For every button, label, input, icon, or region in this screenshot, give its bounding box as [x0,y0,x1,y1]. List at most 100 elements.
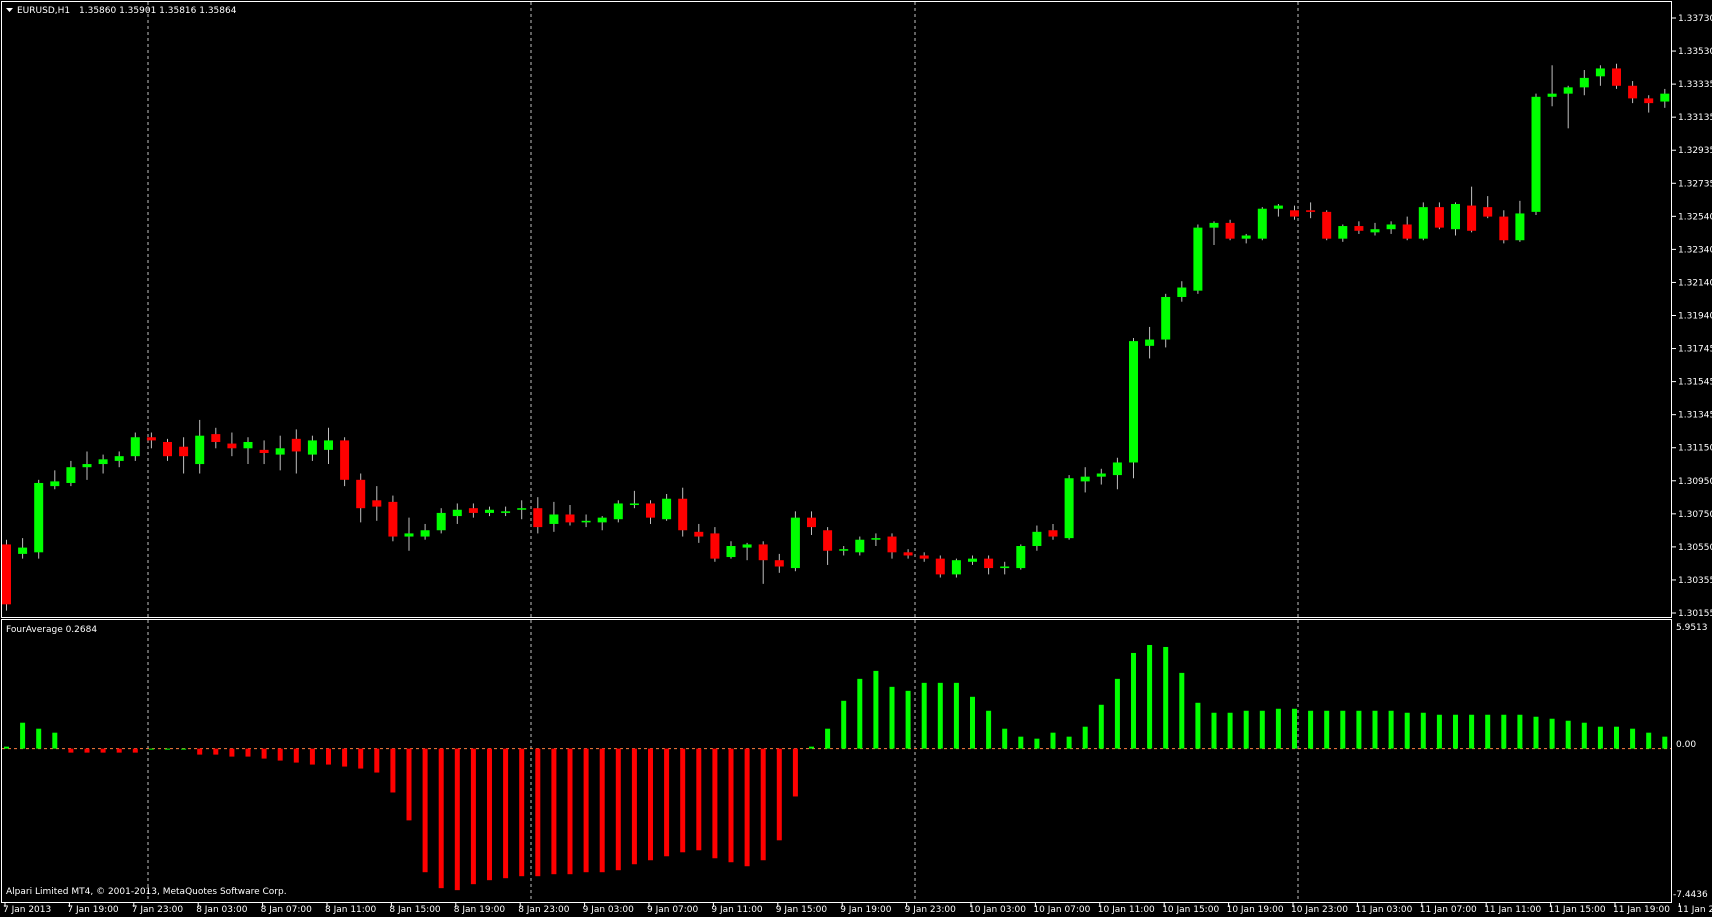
candle-body[interactable] [1177,287,1187,297]
histogram-bar[interactable] [1098,704,1104,749]
candle-body[interactable] [871,538,881,540]
candle-body[interactable] [1612,68,1621,86]
histogram-bar[interactable] [1211,712,1217,749]
histogram-bar[interactable] [1646,732,1652,749]
histogram-bar[interactable] [229,748,235,757]
histogram-bar[interactable] [165,748,170,750]
candle-body[interactable] [356,479,366,509]
histogram-bar[interactable] [1114,678,1120,749]
candle-body[interactable] [726,546,736,558]
histogram-bar[interactable] [326,748,331,765]
candle-body[interactable] [130,437,140,457]
histogram-bar[interactable] [825,728,831,749]
histogram-bar[interactable] [728,748,734,863]
histogram-bar[interactable] [358,748,364,769]
histogram-bar[interactable] [487,748,492,881]
candle-body[interactable] [1032,531,1042,547]
histogram-bar[interactable] [1066,736,1072,749]
histogram-bar[interactable] [1614,726,1619,749]
histogram-bar[interactable] [277,748,283,761]
histogram-bar[interactable] [1533,716,1539,749]
candle-body[interactable] [903,552,913,556]
candle-body[interactable] [227,443,237,449]
histogram-bar[interactable] [406,748,412,821]
candle-body[interactable] [549,514,559,524]
candle-body[interactable] [291,438,301,452]
histogram-bar[interactable] [664,748,670,857]
candle-body[interactable] [1531,96,1541,212]
candle-body[interactable] [1080,476,1090,482]
histogram-bar[interactable] [1404,712,1410,749]
histogram-bar[interactable] [1597,726,1603,749]
candle-body[interactable] [243,441,253,449]
histogram-bar[interactable] [1082,726,1088,749]
histogram-bar[interactable] [1436,714,1442,749]
histogram-bar[interactable] [857,678,863,749]
candle-body[interactable] [1579,77,1589,88]
histogram-bar[interactable] [116,748,122,753]
candle-body[interactable] [1595,68,1605,77]
candle-body[interactable] [629,503,639,506]
histogram-bar[interactable] [1469,714,1475,749]
candle-body[interactable] [259,449,269,454]
histogram-bar[interactable] [422,748,428,873]
candle-body[interactable] [823,530,833,551]
histogram-bar[interactable] [245,748,251,757]
candle-body[interactable] [1644,98,1654,104]
candle-body[interactable] [195,435,205,465]
candle-body[interactable] [114,456,124,461]
candle-body[interactable] [517,508,527,510]
histogram-bar[interactable] [631,748,637,865]
histogram-bar[interactable] [1501,714,1507,749]
candle-body[interactable] [1563,87,1573,94]
histogram-bar[interactable] [1549,718,1555,749]
candle-body[interactable] [855,539,865,553]
candle-body[interactable] [18,547,28,554]
candle-body[interactable] [984,558,994,569]
candle-body[interactable] [34,482,44,553]
histogram-bar[interactable] [1630,728,1636,749]
histogram-bar[interactable] [1517,714,1523,749]
candle-body[interactable] [1096,473,1106,477]
candle-body[interactable] [919,555,929,559]
histogram-bar[interactable] [84,748,90,753]
histogram-bar[interactable] [680,748,686,853]
histogram-bar[interactable] [535,748,541,877]
histogram-bar[interactable] [776,748,782,841]
candle-body[interactable] [1547,93,1557,97]
histogram-bar[interactable] [132,748,138,753]
histogram-bar[interactable] [953,682,959,749]
histogram-bar[interactable] [841,700,847,749]
candle-body[interactable] [1483,207,1493,217]
candle-body[interactable] [98,459,108,465]
candle-body[interactable] [1273,205,1283,209]
histogram-bar[interactable] [567,748,573,875]
candle-body[interactable] [774,560,784,567]
candle-body[interactable] [694,531,704,537]
histogram-bar[interactable] [1485,714,1491,749]
candle-body[interactable] [1451,203,1460,230]
histogram-bar[interactable] [374,748,380,773]
candle-body[interactable] [1257,208,1267,239]
candle-body[interactable] [1499,216,1509,241]
histogram-bar[interactable] [760,748,766,861]
histogram-bar[interactable] [583,748,589,873]
candle-body[interactable] [1145,339,1155,346]
histogram-bar[interactable] [1356,710,1362,749]
histogram-bar[interactable] [1453,714,1458,749]
histogram-bar[interactable] [454,748,460,891]
candle-body[interactable] [887,536,897,553]
candle-body[interactable] [82,464,92,468]
histogram-bar[interactable] [519,748,525,877]
candle-body[interactable] [742,544,752,548]
candle-body[interactable] [807,517,816,528]
candle-body[interactable] [66,467,76,483]
histogram-bar[interactable] [1131,652,1136,749]
histogram-bar[interactable] [986,710,992,749]
histogram-bar[interactable] [261,748,267,759]
histogram-bar[interactable] [1050,732,1056,749]
candle-body[interactable] [839,549,849,551]
histogram-bar[interactable] [1002,728,1008,749]
candle-body[interactable] [1306,210,1316,212]
histogram-bar[interactable] [599,748,605,873]
